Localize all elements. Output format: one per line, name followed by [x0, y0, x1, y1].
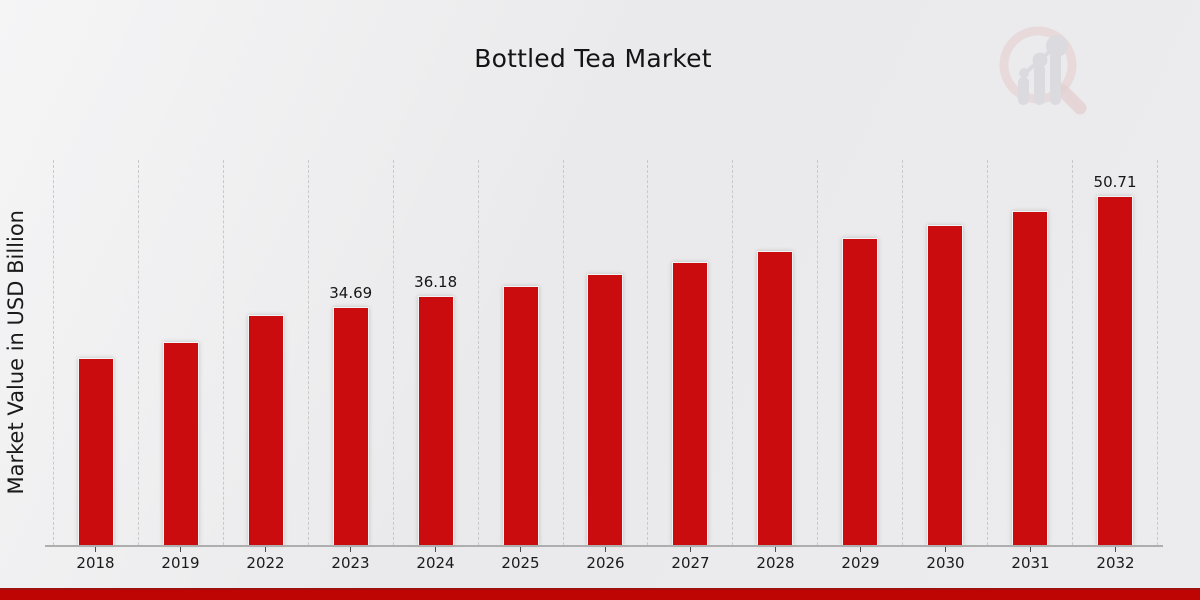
- x-axis-tick: [605, 547, 606, 552]
- x-tick-label-2032: 2032: [1096, 554, 1135, 572]
- bar-chart-plot-area: 34.69 36.18 50.71: [53, 160, 1158, 545]
- x-tick-label-2019: 2019: [161, 554, 200, 572]
- bar-slot: 36.18: [392, 160, 478, 545]
- x-axis-tick: [860, 547, 861, 552]
- bar-slot: [732, 160, 817, 545]
- page-title: Bottled Tea Market: [474, 44, 712, 73]
- x-label-slot: 2024: [393, 547, 478, 577]
- bar-value-label-2024: 36.18: [414, 273, 458, 292]
- x-tick-label-2027: 2027: [671, 554, 710, 572]
- x-axis-tick: [265, 547, 266, 552]
- x-tick-label-2026: 2026: [586, 554, 625, 572]
- x-label-slot: 2019: [138, 547, 223, 577]
- bar-2029: [842, 237, 879, 545]
- bar-2024: [417, 296, 454, 545]
- x-axis-tick: [775, 547, 776, 552]
- x-axis-tick: [690, 547, 691, 552]
- bottom-accent-banner: [0, 588, 1200, 600]
- bar-slot: [647, 160, 732, 545]
- x-label-slot: 2030: [903, 547, 988, 577]
- x-tick-label-2024: 2024: [416, 554, 455, 572]
- x-tick-label-2031: 2031: [1011, 554, 1050, 572]
- x-label-slot: 2027: [648, 547, 733, 577]
- x-axis-tick: [95, 547, 96, 552]
- x-axis-line: [45, 545, 1163, 547]
- x-tick-label-2025: 2025: [501, 554, 540, 572]
- x-label-slot: 2032: [1073, 547, 1158, 577]
- x-axis-tick: [945, 547, 946, 552]
- x-label-slot: 2023: [308, 547, 393, 577]
- bar-2027: [672, 262, 709, 545]
- x-label-slot: 2028: [733, 547, 818, 577]
- x-label-slot: 2029: [818, 547, 903, 577]
- x-label-slot: 2018: [53, 547, 138, 577]
- y-axis-title: Market Value in USD Billion: [4, 209, 28, 495]
- bar-slot: [137, 160, 223, 545]
- bar-2023: [332, 306, 369, 545]
- x-tick-label-2022: 2022: [246, 554, 285, 572]
- bar-slot: [987, 160, 1072, 545]
- x-axis-labels: 2018 2019 2022 2023 2024 2025 2026 2027 2028 2029…: [53, 547, 1158, 577]
- x-tick-label-2023: 2023: [331, 554, 370, 572]
- x-tick-label-2028: 2028: [756, 554, 795, 572]
- bar-slot: [477, 160, 563, 545]
- bar-2031: [1012, 210, 1049, 545]
- x-axis-tick: [1030, 547, 1031, 552]
- x-axis-tick: [180, 547, 181, 552]
- bar-value-label-2032: 50.71: [1093, 173, 1137, 192]
- bar-slot: 34.69: [307, 160, 393, 545]
- x-tick-label-2030: 2030: [926, 554, 965, 572]
- x-label-slot: 2022: [223, 547, 308, 577]
- bar-2025: [502, 285, 539, 545]
- bar-slot: [562, 160, 648, 545]
- x-axis-tick: [1115, 547, 1116, 552]
- bar-2019: [162, 342, 199, 545]
- bar-2018: [77, 358, 114, 545]
- x-tick-label-2018: 2018: [76, 554, 115, 572]
- market-research-logo-icon: [999, 26, 1087, 115]
- bar-slot: [817, 160, 902, 545]
- x-axis-tick: [435, 547, 436, 552]
- bar-slot: [902, 160, 987, 545]
- x-axis-tick: [520, 547, 521, 552]
- bar-2032: [1097, 196, 1134, 545]
- bar-slot: 50.71: [1072, 160, 1158, 545]
- bar-2022: [247, 315, 284, 545]
- x-axis-tick: [350, 547, 351, 552]
- bar-2028: [757, 250, 794, 545]
- x-tick-label-2029: 2029: [841, 554, 880, 572]
- bar-2030: [927, 224, 964, 545]
- x-label-slot: 2025: [478, 547, 563, 577]
- x-label-slot: 2026: [563, 547, 648, 577]
- bar-value-label-2023: 34.69: [329, 283, 373, 302]
- bar-2026: [587, 274, 624, 545]
- bar-slot: [53, 160, 138, 545]
- x-label-slot: 2031: [988, 547, 1073, 577]
- bar-slot: [222, 160, 308, 545]
